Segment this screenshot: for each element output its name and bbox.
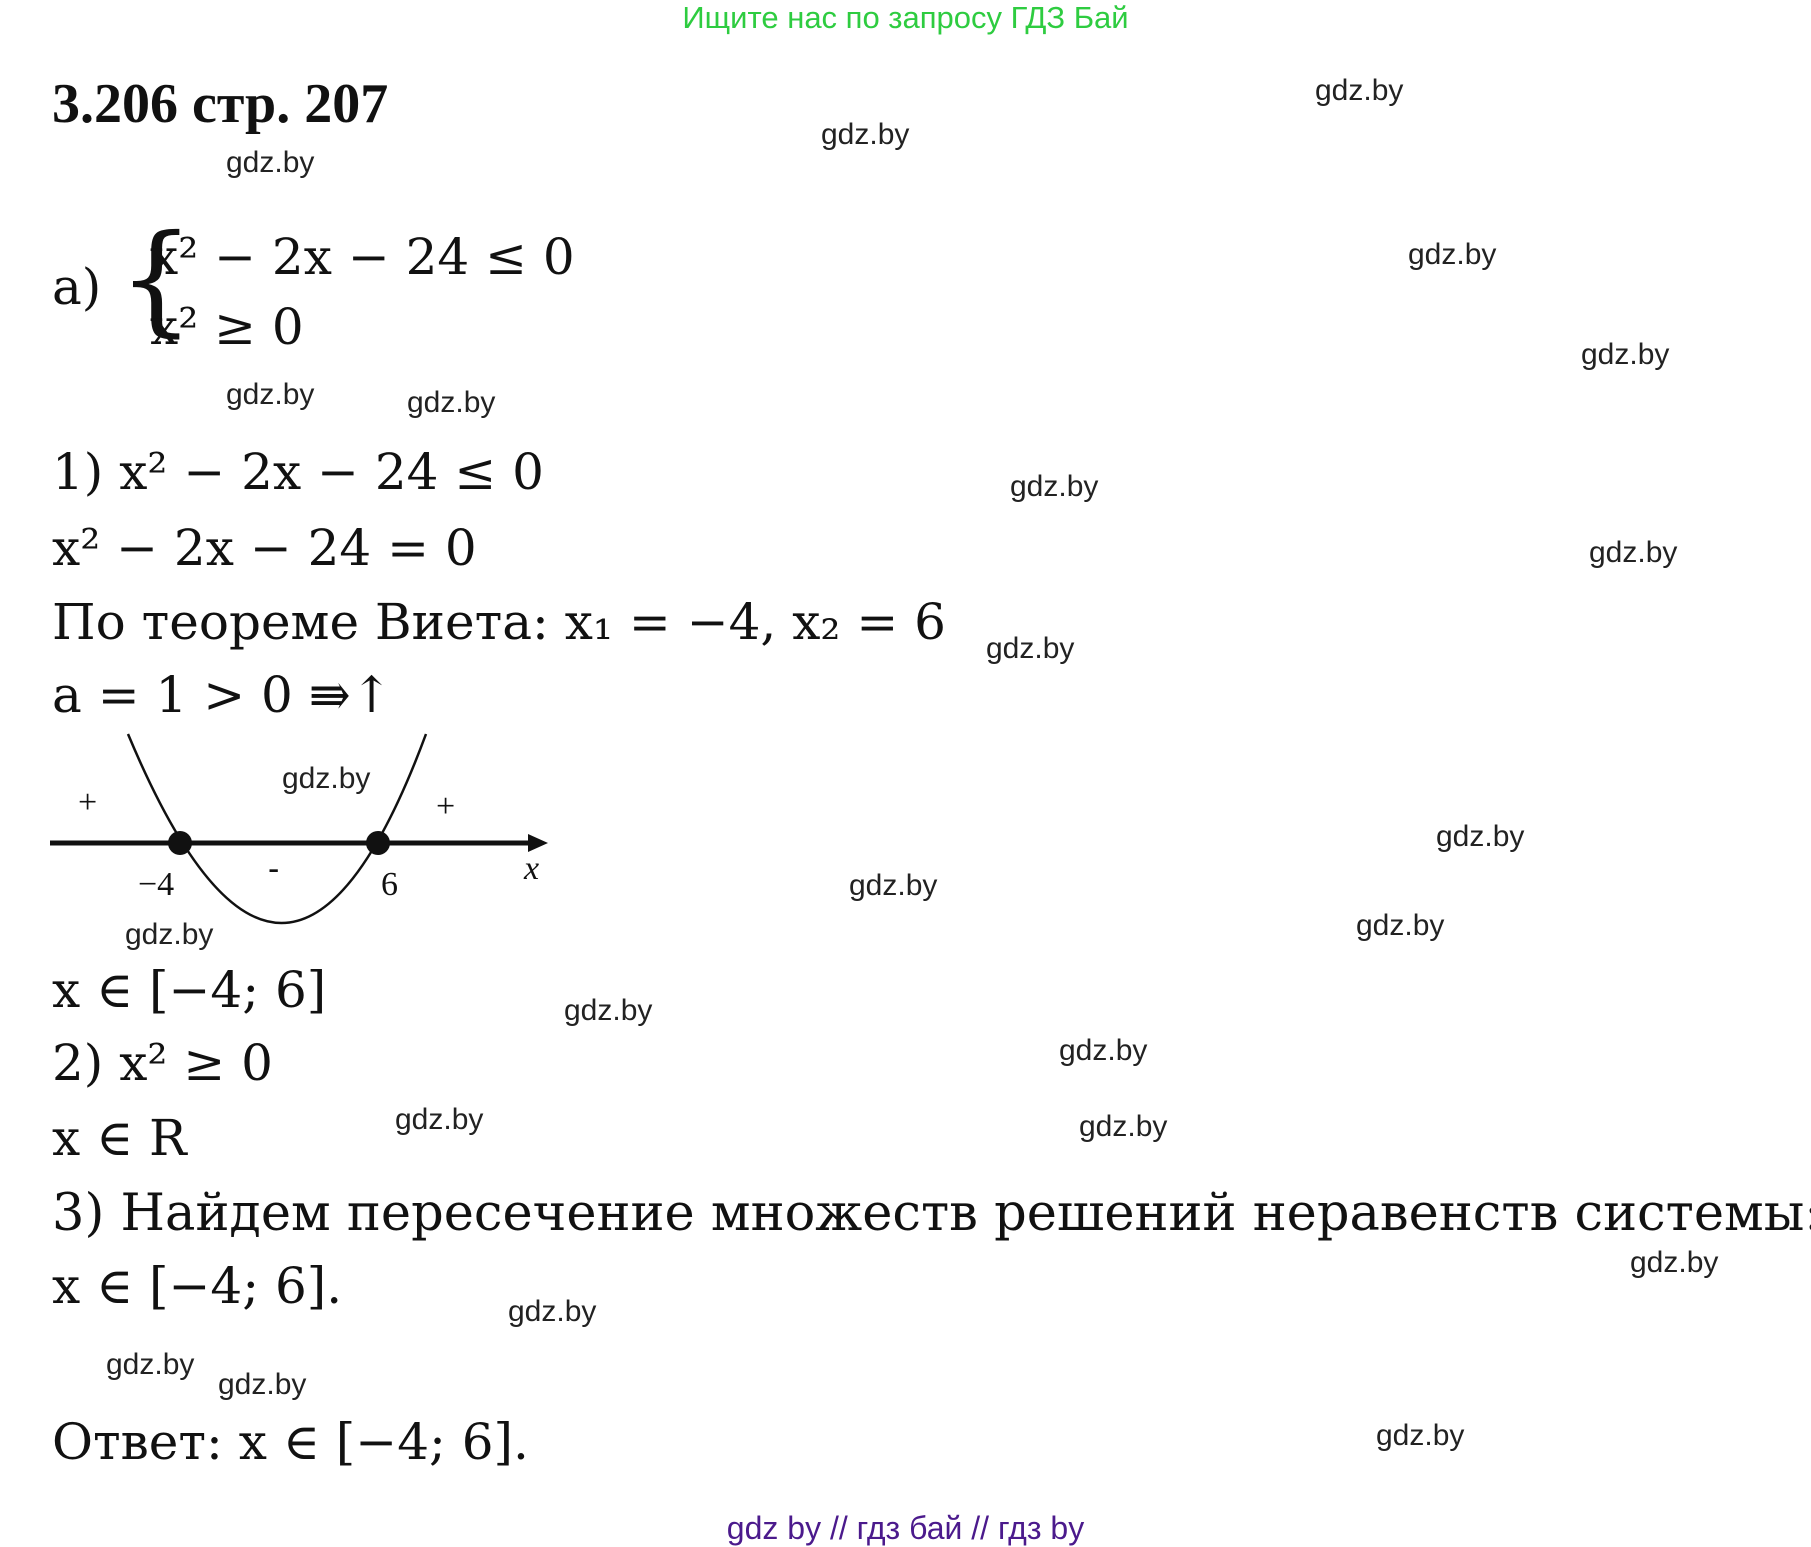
parabola	[126, 733, 428, 925]
watermark: gdz.by	[407, 386, 496, 419]
solution-line: x ∈ [−4; 6].	[52, 1257, 343, 1315]
solution-line: x² − 2x − 24 = 0	[52, 519, 477, 577]
watermark: gdz.by	[1581, 338, 1670, 371]
axis-arrow-icon	[528, 834, 548, 852]
solution-line: x ∈ [−4; 6]	[52, 961, 327, 1019]
root-label: 6	[381, 866, 398, 903]
watermark: gdz.by	[226, 146, 315, 179]
solution-line: x ∈ R	[52, 1109, 187, 1167]
sign-diagram	[50, 733, 548, 925]
watermark: gdz.by	[1408, 238, 1497, 271]
page-title: 3.206 стр. 207	[52, 73, 389, 135]
search-hint-banner: Ищите нас по запросу ГДЗ Бай	[682, 0, 1129, 35]
watermark: gdz.by	[821, 118, 910, 151]
footer-links: gdz by // гдз бай // гдз by	[726, 1510, 1085, 1546]
root-label: −4	[138, 866, 175, 903]
watermark: gdz.by	[508, 1295, 597, 1328]
system-eq2: x² ≥ 0	[150, 298, 304, 356]
watermark: gdz.by	[1356, 909, 1445, 942]
watermark: gdz.by	[395, 1103, 484, 1136]
watermark: gdz.by	[106, 1348, 195, 1381]
solution-line: 1) x² − 2x − 24 ≤ 0	[52, 443, 544, 501]
watermark: gdz.by	[849, 869, 938, 902]
solution-line: 3) Найдем пересечение множеств решений н…	[52, 1184, 1811, 1243]
watermark: gdz.by	[1436, 820, 1525, 853]
watermark: gdz.by	[564, 994, 653, 1027]
sign-plus-left: +	[78, 784, 98, 821]
watermark: gdz.by	[1589, 536, 1678, 569]
watermark: gdz.by	[282, 762, 371, 795]
solution-line: 2) x² ≥ 0	[52, 1034, 273, 1092]
watermark: gdz.by	[1376, 1419, 1465, 1452]
sign-minus: -	[268, 850, 280, 888]
watermark: gdz.by	[125, 918, 214, 951]
watermark: gdz.by	[1315, 74, 1404, 107]
watermark: gdz.by	[986, 632, 1075, 665]
watermark: gdz.by	[1059, 1034, 1148, 1067]
system-brace: {	[118, 210, 195, 349]
sign-plus-right: +	[436, 788, 456, 825]
watermark: gdz.by	[1010, 470, 1099, 503]
solution-line: По теореме Виета: x₁ = −4, x₂ = 6	[52, 593, 946, 651]
watermark: gdz.by	[1630, 1246, 1719, 1279]
watermark: gdz.by	[1079, 1110, 1168, 1143]
system-eq1: x² − 2x − 24 ≤ 0	[150, 228, 575, 286]
solution-line: a = 1 > 0 ⇛↑	[52, 666, 393, 724]
answer: Ответ: x ∈ [−4; 6].	[52, 1413, 529, 1471]
watermark: gdz.by	[218, 1368, 307, 1401]
system-label: а)	[52, 258, 102, 316]
root-point	[366, 831, 390, 855]
watermark: gdz.by	[226, 378, 315, 411]
axis-label: x	[524, 850, 540, 887]
root-point	[168, 831, 192, 855]
